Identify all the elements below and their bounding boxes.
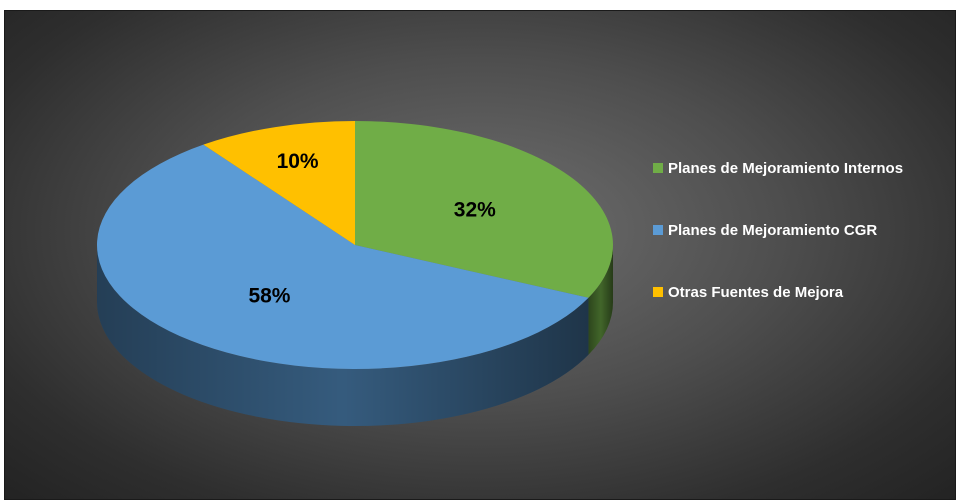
legend-swatch [653,225,663,235]
legend-swatch [653,287,663,297]
pie-side-shading [97,245,589,426]
legend-label: Planes de Mejoramiento Internos [668,160,903,177]
legend-item-planes-de-mejoramiento-cgr[interactable]: Planes de Mejoramiento CGR [653,222,877,239]
legend-label: Planes de Mejoramiento CGR [668,222,877,239]
pie-slice-planes-de-mejoramiento-internos[interactable] [355,121,613,298]
pie-sides [97,245,613,426]
data-label-planes-de-mejoramiento-cgr: 58% [248,285,290,308]
pie-chart: 32% 58% 10% Planes de Mejoramiento Interno… [96,121,903,426]
legend-swatch [653,163,663,173]
legend-item-otras-fuentes-de-mejora[interactable]: Otras Fuentes de Mejora [653,284,844,301]
pie-slice-otras-fuentes-de-mejora[interactable] [203,121,355,245]
pie-slice-planes-de-mejoramiento-cgr[interactable] [96,144,589,369]
legend: Planes de Mejoramiento Internos Planes de… [653,160,903,301]
data-label-otras-fuentes-de-mejora: 10% [277,150,319,173]
pie-labels: 32% 58% 10% [248,150,496,308]
data-label-planes-de-mejoramiento-internos: 32% [454,198,496,221]
pie-tops [96,121,613,369]
legend-item-planes-de-mejoramiento-internos[interactable]: Planes de Mejoramiento Internos [653,160,903,177]
pie-side-shading [588,245,613,355]
legend-label: Otras Fuentes de Mejora [668,284,844,301]
chart-area: 32% 58% 10% Planes de Mejoramiento Interno… [4,10,956,500]
